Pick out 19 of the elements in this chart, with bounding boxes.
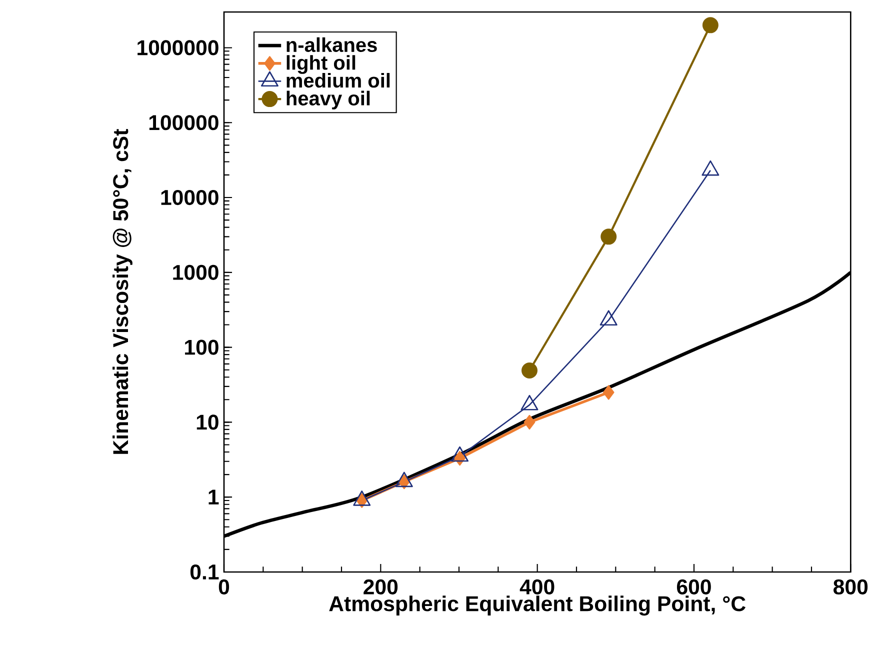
legend-label: n-alkanes — [286, 37, 377, 52]
y-tick-label: 100000 — [149, 115, 218, 130]
x-tick-label: 200 — [364, 579, 398, 594]
y-tick-label: 10 — [196, 414, 218, 430]
y-tick-label: 100 — [185, 340, 218, 355]
y-tick-label: 0.1 — [190, 564, 219, 580]
x-tick-label: 800 — [834, 579, 868, 594]
x-tick-label: 600 — [676, 579, 711, 594]
x-axis-title: Atmospheric Equivalent Boiling Point, °C — [329, 596, 746, 616]
legend-label: light oil — [286, 55, 356, 74]
y-tick-label: 1000000 — [138, 40, 218, 56]
y-tick-label: 1000 — [173, 264, 218, 280]
y-tick-label: 1 — [208, 490, 219, 504]
x-tick-label: 0 — [218, 579, 230, 594]
y-axis-title: Kinematic Viscosity @ 50°C, cSt — [112, 129, 132, 454]
y-tick-label: 10000 — [161, 190, 218, 206]
legend-label: medium oil — [286, 72, 390, 88]
x-tick-label: 400 — [520, 579, 554, 594]
legend-label: heavy oil — [286, 90, 370, 110]
